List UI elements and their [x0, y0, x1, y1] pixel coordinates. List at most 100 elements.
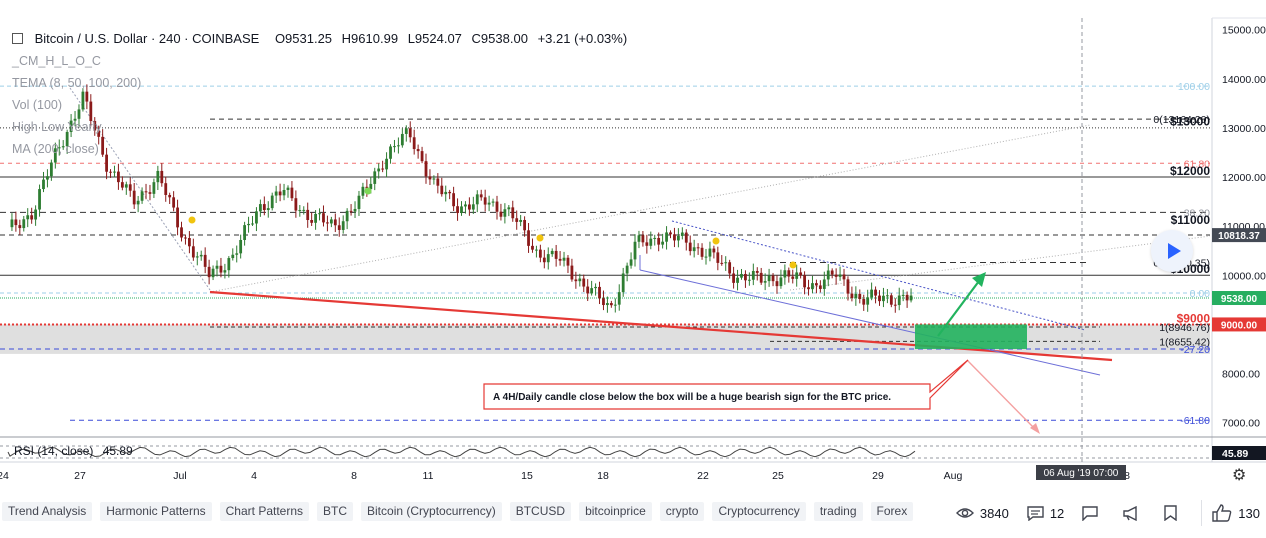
signal-dot: [536, 234, 544, 242]
candle-body: [247, 223, 250, 226]
bearish-arrow-head: [1030, 423, 1040, 434]
rsi-label: RSI (14, close): [14, 444, 94, 458]
candle-body: [49, 162, 53, 177]
candle-body: [128, 184, 132, 191]
candle-body: [404, 128, 408, 134]
indicator-volume[interactable]: Vol (100): [12, 98, 63, 112]
y-tick-label: 15000.00: [1222, 25, 1266, 37]
candle-body: [420, 151, 424, 162]
candle-body: [389, 146, 392, 159]
candle-body: [720, 262, 724, 264]
candle-body: [298, 210, 302, 212]
tag-item[interactable]: BTC: [317, 502, 354, 521]
level-label: 38.20: [1184, 207, 1210, 219]
tag-item[interactable]: Forex: [870, 502, 914, 521]
price-tag-text: 10818.37: [1218, 231, 1260, 242]
candle-body: [219, 265, 223, 273]
candle-body: [511, 207, 515, 219]
comments-button[interactable]: 12: [1027, 506, 1064, 521]
like-button[interactable]: 130: [1201, 500, 1260, 526]
candle-body: [314, 213, 317, 223]
gear-icon[interactable]: ⚙: [1232, 467, 1247, 484]
candle-body: [893, 304, 897, 306]
y-tick-label: 10000.00: [1222, 270, 1266, 282]
candle-body: [369, 183, 373, 190]
candle-body: [858, 293, 862, 300]
indicator-high-low-yearly[interactable]: High Low Yearly: [12, 120, 102, 134]
x-tick-label: 8: [1124, 470, 1130, 482]
indicator-hlco[interactable]: _CM_H_L_O_C: [12, 54, 101, 68]
candle-body: [736, 277, 739, 283]
views-count: 3840: [979, 505, 1009, 521]
candle-body: [180, 227, 183, 238]
candle-body: [124, 184, 128, 188]
candle-body: [341, 221, 345, 230]
candle-body: [483, 197, 487, 205]
candle-body: [302, 209, 306, 211]
level-label: $11000: [1171, 213, 1211, 227]
candle-body: [164, 183, 168, 195]
candle-body: [613, 304, 617, 306]
indicator-tema[interactable]: TEMA (8, 50, 100, 200): [12, 76, 142, 90]
play-icon[interactable]: [1151, 230, 1193, 272]
candle-body: [460, 206, 463, 214]
channel-bottom-line: [639, 269, 1101, 376]
bookmark-button[interactable]: [1164, 505, 1183, 521]
candle-body: [140, 191, 144, 201]
candle-body: [318, 213, 321, 215]
share-button[interactable]: [1122, 505, 1146, 521]
candle-body: [255, 211, 258, 224]
candle-body: [77, 109, 81, 119]
candle-body: [708, 248, 712, 257]
chat-button[interactable]: [1082, 505, 1104, 521]
candle-body: [704, 256, 708, 258]
tag-item[interactable]: BTCUSD: [509, 502, 572, 521]
tag-item[interactable]: trading: [813, 502, 863, 521]
annotation-text: A 4H/Daily candle close below the box wi…: [493, 392, 891, 403]
rsi-legend[interactable]: RSI (14, close) 45.89: [14, 444, 133, 458]
candle-body: [117, 171, 120, 183]
candle-body: [191, 246, 195, 258]
candle-body: [377, 168, 381, 172]
tag-item[interactable]: crypto: [659, 502, 705, 521]
x-tick-label: 29: [872, 470, 884, 482]
rsi-line: [7, 446, 916, 458]
price-tag-text: 9000.00: [1221, 320, 1258, 331]
collapse-icon[interactable]: [12, 33, 23, 44]
candle-body: [680, 232, 684, 236]
candle-body: [148, 192, 152, 194]
candle-body: [109, 171, 112, 173]
level-label: 1(8946.76): [1159, 322, 1210, 334]
support-box: [915, 324, 1027, 350]
indicator-ma[interactable]: MA (200, close): [12, 142, 99, 156]
candle-body: [878, 295, 881, 302]
candle-body: [882, 295, 885, 302]
tag-item[interactable]: Cryptocurrency: [712, 502, 806, 521]
level-label: 0.00: [1190, 288, 1211, 300]
tag-item[interactable]: Trend Analysis: [2, 502, 93, 521]
price-chart[interactable]: A 4H/Daily candle close below the box wi…: [0, 0, 1266, 496]
signal-dot: [789, 261, 797, 269]
tag-item[interactable]: Bitcoin (Cryptocurrency): [361, 502, 502, 521]
candle-body: [751, 270, 755, 280]
candle-body: [132, 190, 136, 205]
candle-body: [46, 176, 49, 180]
candle-body: [515, 218, 519, 222]
candle-body: [546, 254, 550, 263]
tag-item[interactable]: Chart Patterns: [219, 502, 310, 521]
candle-body: [889, 295, 893, 305]
candle-body: [688, 242, 692, 252]
candle-body: [251, 223, 254, 225]
tag-item[interactable]: bitcoinprice: [579, 502, 652, 521]
candle-body: [89, 101, 93, 121]
candle-body: [345, 210, 349, 222]
candle-body: [286, 187, 290, 191]
candle-body: [834, 274, 838, 277]
tag-item[interactable]: Harmonic Patterns: [100, 502, 212, 521]
candle-body: [176, 207, 179, 228]
candle-body: [231, 254, 235, 259]
candle-body: [787, 270, 791, 277]
candle-body: [381, 168, 385, 170]
x-tick-label: 24: [0, 470, 9, 482]
